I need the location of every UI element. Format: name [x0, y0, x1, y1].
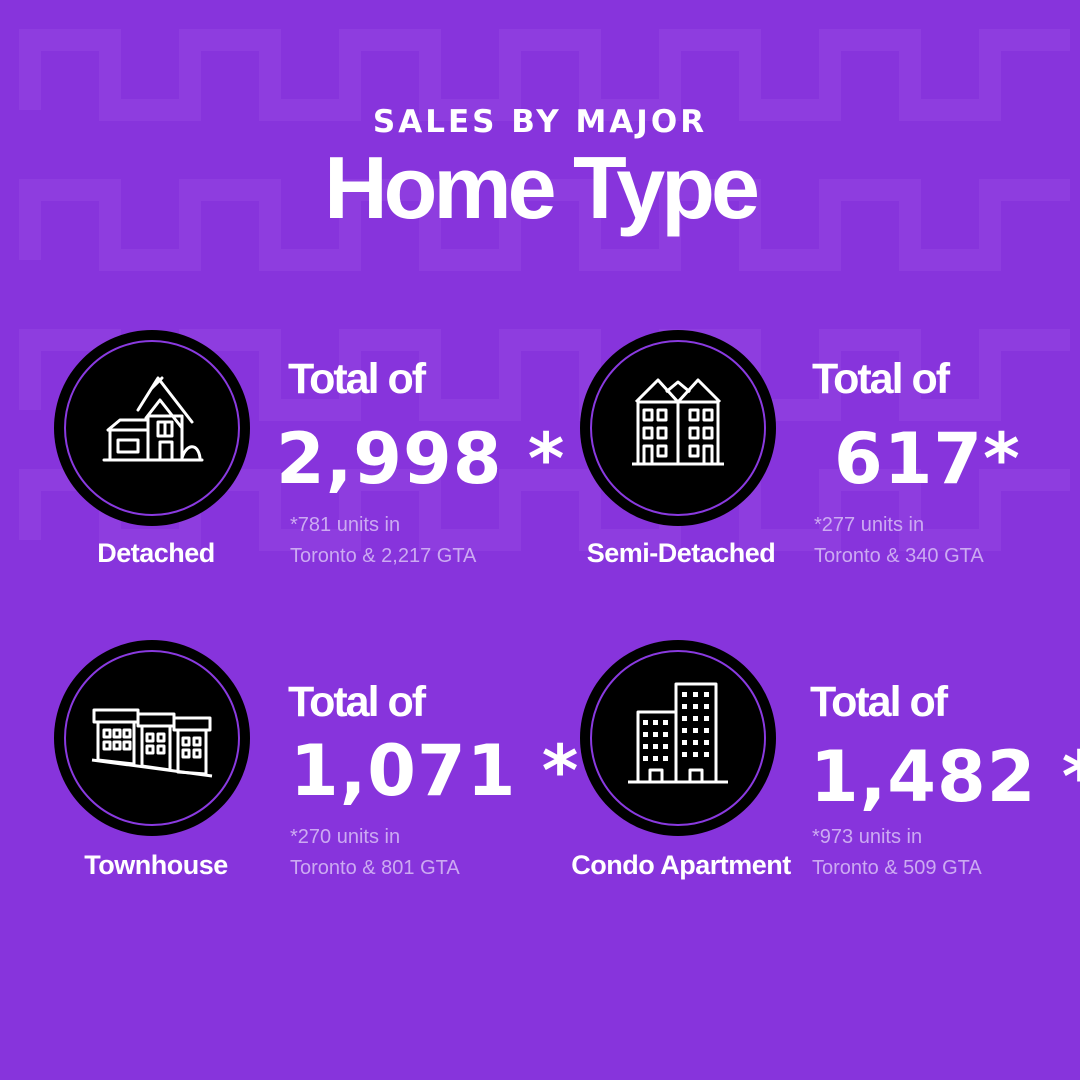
- units-note-line1: *781 units in: [290, 514, 401, 536]
- total-prefix: Total of: [288, 355, 426, 403]
- condo-apartment-icon: [628, 682, 728, 784]
- total-value: 1,071 *: [290, 730, 580, 812]
- units-note-line2: Toronto & 2,217 GTA: [290, 545, 477, 567]
- total-prefix: Total of: [812, 355, 950, 403]
- semi-detached-house-icon: [632, 378, 724, 466]
- units-note-line2: Toronto & 340 GTA: [814, 545, 984, 567]
- icon-circle: [580, 640, 776, 836]
- total-value: 2,998 *: [276, 418, 566, 500]
- type-label: Townhouse: [84, 850, 228, 880]
- icon-circle: [54, 640, 250, 836]
- detached-house-icon: [102, 376, 204, 462]
- total-prefix: Total of: [288, 678, 426, 726]
- page-title: Home Type: [324, 138, 760, 237]
- total-value: 1,482 *: [810, 736, 1080, 818]
- type-label: Semi-Detached: [586, 538, 776, 568]
- units-note-line2: Toronto & 509 GTA: [812, 857, 982, 879]
- units-note-line1: *277 units in: [814, 514, 925, 536]
- units-note-line2: Toronto & 801 GTA: [290, 857, 460, 879]
- page-subtitle: SALES BY MAJOR: [372, 104, 708, 140]
- type-label: Detached: [97, 538, 215, 568]
- total-value: 617*: [834, 418, 1021, 500]
- icon-circle: [54, 330, 250, 526]
- type-label: Condo Apartment: [571, 850, 791, 880]
- icon-circle: [580, 330, 776, 526]
- total-prefix: Total of: [810, 678, 948, 726]
- townhouse-icon: [91, 708, 213, 778]
- units-note-line1: *973 units in: [812, 826, 923, 848]
- units-note-line1: *270 units in: [290, 826, 401, 848]
